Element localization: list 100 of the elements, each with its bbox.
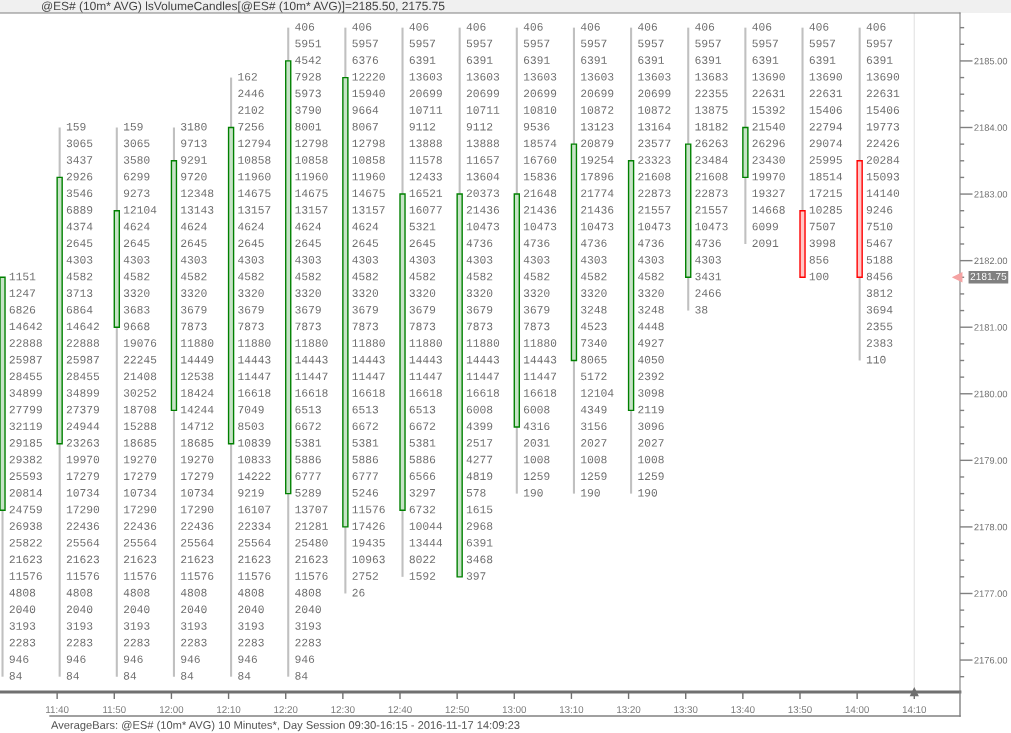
annotation: 84 <box>181 672 194 680</box>
annotation: 10711 <box>409 106 443 114</box>
annotation: 4927 <box>638 339 664 347</box>
candlestick <box>742 26 749 246</box>
x-tick-label: 12:40 <box>388 706 412 714</box>
annotation: 3096 <box>638 422 664 431</box>
annotation: 4303 <box>638 256 664 264</box>
annotation: 12220 <box>352 72 385 81</box>
annotation: 12538 <box>181 372 214 381</box>
annotation: 4303 <box>238 256 264 264</box>
annotation: 10044 <box>409 522 443 530</box>
annotation: 13888 <box>466 139 500 148</box>
annotation: 5973 <box>295 89 321 98</box>
candlestick <box>56 126 63 678</box>
annotation: 2283 <box>181 638 207 647</box>
annotation: 6826 <box>9 305 36 314</box>
annotation: 4736 <box>638 239 664 248</box>
annotation: 27799 <box>9 405 42 414</box>
annotation: 26296 <box>752 139 785 148</box>
annotation: 6299 <box>124 172 150 181</box>
annotation: 9291 <box>181 156 207 164</box>
annotation: 4542 <box>295 56 321 64</box>
annotation: 10473 <box>466 222 500 231</box>
annotation: 14675 <box>352 189 385 198</box>
annotation: 2517 <box>466 439 493 447</box>
annotation: 22355 <box>695 89 728 98</box>
annotation: 6391 <box>524 56 550 64</box>
annotation: 4303 <box>66 256 93 264</box>
annotation: 10734 <box>123 489 157 497</box>
y-tick-label: 2185.00 <box>974 57 1008 65</box>
annotation: 7873 <box>352 322 379 331</box>
chart-title: @ES# (10m* AVG) lsVolumeCandles[@ES# (10m* AVG)]=2185.50, 2175.75 <box>41 1 445 13</box>
annotation: 3679 <box>409 305 436 314</box>
annotation: 18685 <box>123 439 157 447</box>
x-tick-label: 13:00 <box>502 706 527 714</box>
annotation: 2645 <box>66 239 93 248</box>
annotation: 25564 <box>123 538 157 547</box>
annotation: 4582 <box>580 272 607 281</box>
annotation: 22426 <box>866 139 900 148</box>
y-tick-label: 2182.00 <box>974 257 1008 265</box>
annotation: 10473 <box>581 222 614 231</box>
annotation: 84 <box>238 672 251 680</box>
annotation: 6391 <box>752 56 779 64</box>
annotation: 406 <box>580 23 600 31</box>
annotation: 10858 <box>238 156 271 164</box>
annotation: 29382 <box>9 455 42 464</box>
annotation: 2752 <box>352 572 378 580</box>
annotation: 4303 <box>695 256 721 264</box>
annotation: 14443 <box>466 355 500 364</box>
annotation: 16618 <box>409 389 442 397</box>
annotation: 2968 <box>466 522 493 530</box>
y-tick-label: 2177.00 <box>974 590 1008 597</box>
annotation: 2283 <box>295 638 321 647</box>
candlestick <box>570 26 578 495</box>
annotation: 22436 <box>123 522 157 530</box>
annotation: 8503 <box>238 422 264 431</box>
annotation: 7049 <box>238 405 264 414</box>
annotation: 22631 <box>752 89 785 98</box>
annotation: 7256 <box>238 122 264 131</box>
annotation: 11447 <box>523 372 557 381</box>
annotation: 3193 <box>295 622 321 630</box>
candlestick <box>0 276 6 678</box>
annotation: 5957 <box>809 39 836 48</box>
annotation: 9112 <box>466 122 493 131</box>
annotation: 2645 <box>123 239 150 248</box>
candlestick <box>227 76 235 678</box>
annotation: 4582 <box>466 272 493 281</box>
annotation: 4303 <box>295 256 321 264</box>
annotation: 11576 <box>123 572 157 580</box>
annotation: 13164 <box>638 122 671 131</box>
annotation: 23577 <box>638 139 671 148</box>
annotation: 6777 <box>295 472 321 480</box>
annotation: 17279 <box>181 472 214 480</box>
annotation: 4374 <box>66 222 93 231</box>
annotation: 17290 <box>181 505 214 514</box>
annotation: 10734 <box>66 489 100 497</box>
annotation: 19270 <box>181 455 214 464</box>
annotation: 3320 <box>581 289 607 297</box>
annotation: 18574 <box>523 139 557 148</box>
annotation: 10810 <box>523 106 557 114</box>
annotation: 4624 <box>352 222 379 231</box>
annotation: 3065 <box>123 139 150 148</box>
annotation: 6672 <box>295 422 321 431</box>
annotation: 2040 <box>181 605 207 614</box>
annotation: 6672 <box>409 422 436 431</box>
annotation: 22631 <box>866 89 900 98</box>
annotation: 7507 <box>809 222 836 231</box>
annotation: 4303 <box>352 256 379 264</box>
annotation: 2645 <box>352 239 379 248</box>
annotation: 9273 <box>123 189 150 198</box>
annotation: 3193 <box>238 622 264 630</box>
annotation: 6732 <box>409 505 436 514</box>
annotation: 9246 <box>866 206 893 214</box>
annotation: 10839 <box>238 439 271 447</box>
annotation: 13875 <box>695 106 728 114</box>
annotation: 11576 <box>238 572 271 580</box>
annotation: 4808 <box>9 588 36 597</box>
annotation: 5886 <box>352 455 379 464</box>
annotation: 5381 <box>352 439 379 447</box>
annotation: 15406 <box>866 106 900 114</box>
